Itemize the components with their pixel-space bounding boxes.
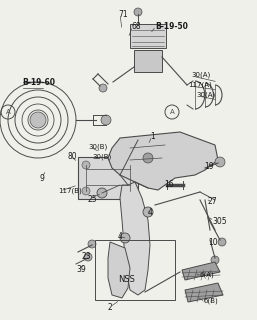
Text: 25: 25: [88, 195, 98, 204]
Circle shape: [97, 188, 107, 198]
Circle shape: [82, 161, 90, 169]
Text: A: A: [6, 109, 10, 115]
Circle shape: [126, 161, 134, 169]
Circle shape: [143, 153, 153, 163]
Text: 71: 71: [118, 10, 128, 19]
Circle shape: [126, 187, 134, 195]
Text: 30(A): 30(A): [191, 72, 210, 78]
Text: 23: 23: [82, 252, 92, 261]
Bar: [95, 240, 175, 300]
Text: 16: 16: [164, 180, 174, 189]
Text: 27: 27: [208, 197, 218, 206]
Circle shape: [82, 187, 90, 195]
Circle shape: [218, 238, 226, 246]
Bar: [78, 157, 138, 199]
Circle shape: [99, 84, 107, 92]
Text: 68: 68: [131, 22, 141, 31]
Polygon shape: [182, 262, 220, 280]
Circle shape: [101, 115, 111, 125]
Text: 80: 80: [68, 152, 78, 161]
Text: 19: 19: [204, 162, 214, 171]
Text: NSS: NSS: [118, 275, 135, 284]
Text: 4: 4: [118, 232, 123, 241]
Text: 39: 39: [76, 265, 86, 274]
Text: 6(B): 6(B): [203, 298, 218, 305]
Circle shape: [84, 253, 92, 261]
Circle shape: [134, 8, 142, 16]
Circle shape: [88, 240, 96, 248]
Text: 30(A): 30(A): [196, 92, 215, 99]
Text: B-19-60: B-19-60: [22, 78, 55, 87]
Text: 30(B): 30(B): [92, 153, 111, 159]
Bar: [130, 24, 166, 48]
Circle shape: [30, 112, 46, 128]
Text: 10: 10: [208, 238, 218, 247]
Text: 1: 1: [150, 132, 155, 141]
Polygon shape: [120, 182, 150, 295]
Circle shape: [143, 207, 153, 217]
Text: 2: 2: [108, 303, 113, 312]
Text: 9: 9: [40, 174, 45, 183]
Bar: [134, 50, 162, 72]
Circle shape: [211, 256, 219, 264]
Polygon shape: [108, 132, 218, 190]
Text: B-19-50: B-19-50: [155, 22, 188, 31]
Circle shape: [215, 157, 225, 167]
Text: 4: 4: [148, 208, 153, 217]
Text: 305: 305: [212, 217, 227, 226]
Polygon shape: [185, 283, 223, 302]
Circle shape: [120, 233, 130, 243]
Text: 30(B): 30(B): [88, 143, 107, 149]
Text: 6(A): 6(A): [200, 272, 215, 278]
Text: 117(B): 117(B): [58, 187, 82, 194]
Text: A: A: [170, 109, 175, 115]
Text: 117(A): 117(A): [188, 82, 212, 89]
Polygon shape: [108, 242, 130, 298]
